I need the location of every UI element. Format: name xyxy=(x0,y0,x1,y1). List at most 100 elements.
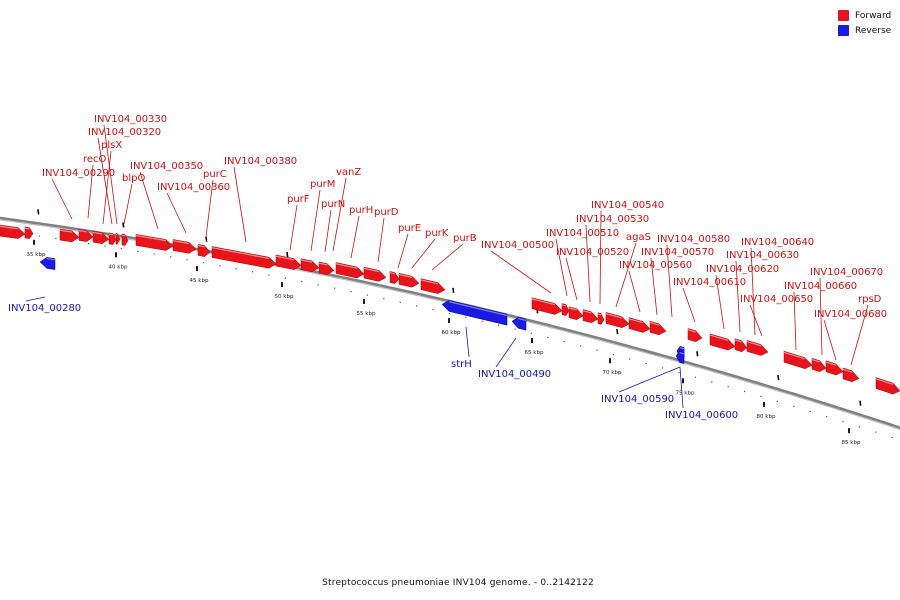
minor-tick xyxy=(383,298,385,300)
gene-inv104-00330 xyxy=(115,232,121,245)
minor-tick xyxy=(284,277,286,279)
gene-highlight xyxy=(448,301,508,317)
leader-purf xyxy=(289,204,298,251)
minor-tick xyxy=(170,256,172,258)
gene-reco xyxy=(78,229,94,242)
leader-inv104-00540 xyxy=(599,210,602,305)
gene-highlight xyxy=(275,255,295,261)
gene-label-inv104-00670: INV104_00670 xyxy=(810,267,883,278)
gene-highlight xyxy=(734,339,742,343)
gene-highlight xyxy=(709,334,729,341)
leader-strh xyxy=(465,326,470,358)
minor-tick xyxy=(432,309,434,311)
minor-tick xyxy=(301,280,303,283)
minor-tick xyxy=(498,324,500,326)
forward-swatch xyxy=(838,10,849,21)
minor-tick xyxy=(826,415,828,418)
minor-tick xyxy=(202,262,204,264)
gene-inv104-00290 xyxy=(59,228,80,243)
leader-inv104-00360 xyxy=(166,192,187,234)
minor-tick xyxy=(153,253,155,255)
upper-tick xyxy=(616,328,619,335)
leader-purc xyxy=(205,179,214,238)
minor-tick xyxy=(891,436,893,439)
gene-highlight xyxy=(398,273,413,278)
gene-blpo xyxy=(121,233,129,246)
gene-purf xyxy=(275,254,302,270)
gene-highlight xyxy=(649,321,660,326)
gene-highlight xyxy=(875,378,894,385)
minor-tick xyxy=(678,372,680,374)
gene-label-inv104-00580: INV104_00580 xyxy=(657,234,730,245)
gene-inv104-00520 xyxy=(568,306,584,320)
gene-edge-gene-right xyxy=(875,377,900,395)
minor-tick xyxy=(268,274,270,276)
minor-tick xyxy=(842,421,844,423)
gene-highlight xyxy=(300,259,313,263)
gene-highlight xyxy=(597,313,602,316)
minor-tick xyxy=(662,367,664,369)
gene-highlight xyxy=(811,358,820,363)
tick-label: 50 kbp xyxy=(275,294,294,300)
leader-inv104-00530 xyxy=(585,224,591,303)
gene-highlight xyxy=(0,225,19,230)
gene-label-pure: purE xyxy=(398,223,421,234)
gene-highlight xyxy=(531,298,556,306)
gene-highlight xyxy=(687,329,696,333)
minor-tick xyxy=(235,268,237,270)
leader-inv104-00500 xyxy=(490,250,552,294)
upper-tick xyxy=(37,209,40,215)
minor-tick xyxy=(645,362,647,365)
gene-inv104-00530 xyxy=(582,309,599,323)
gene-highlight xyxy=(679,347,685,350)
leader-purk xyxy=(411,238,436,269)
leader-inv104-00510 xyxy=(555,238,568,297)
tick-label: 55 kbp xyxy=(357,311,376,317)
gene-label-inv104-00590: INV104_00590 xyxy=(601,394,674,405)
gene-highlight xyxy=(59,229,73,233)
minor-tick xyxy=(186,259,188,261)
gene-inv104-00660 xyxy=(783,350,813,369)
gene-label-inv104-00560: INV104_00560 xyxy=(619,260,692,271)
leader-inv104-00330 xyxy=(103,124,118,225)
minor-tick xyxy=(38,235,40,237)
minor-tick xyxy=(219,265,221,267)
gene-edge-gene-left-2 xyxy=(24,226,34,239)
minor-tick xyxy=(547,336,549,338)
minor-tick xyxy=(629,358,631,360)
gene-inv104-00360 xyxy=(172,239,197,254)
leader-inv104-00580 xyxy=(666,244,673,318)
tick-label: 85 kbp xyxy=(842,440,861,446)
leader-inv104-00610 xyxy=(682,287,696,323)
gene-label-inv104-00680: INV104_00680 xyxy=(814,309,887,320)
gene-highlight xyxy=(825,361,837,366)
gene-label-inv104-00330: INV104_00330 xyxy=(94,114,167,125)
gene-label-agas: agaS xyxy=(626,232,651,243)
gene-label-inv104-00360: INV104_00360 xyxy=(157,182,230,193)
gene-strh xyxy=(441,300,508,326)
legend-forward: Forward xyxy=(838,8,900,23)
upper-tick xyxy=(696,351,699,357)
gene-label-purd: purD xyxy=(374,207,399,218)
gene-inv104-00280 xyxy=(39,257,56,270)
leader-purn xyxy=(324,209,332,253)
reverse-swatch xyxy=(838,25,849,36)
minor-tick xyxy=(727,386,729,388)
gene-label-inv104-00630: INV104_00630 xyxy=(726,250,799,261)
leader-rpsd xyxy=(850,304,869,366)
gene-highlight xyxy=(318,262,328,266)
gene-label-inv104-00540: INV104_00540 xyxy=(591,200,664,211)
leader-purm xyxy=(310,189,321,252)
gene-highlight xyxy=(746,340,762,347)
leader-inv104-00600 xyxy=(679,366,684,409)
leader-inv104-00280 xyxy=(25,296,46,302)
leader-inv104-00660 xyxy=(793,291,797,351)
gene-inv104-00320 xyxy=(108,232,117,245)
gene-label-strh: strH xyxy=(451,359,472,370)
gene-label-inv104-00320: INV104_00320 xyxy=(88,127,161,138)
leader-reco xyxy=(87,164,94,219)
gene-highlight xyxy=(420,279,439,285)
tick-label: 35 kbp xyxy=(27,252,46,258)
minor-tick xyxy=(317,284,319,286)
